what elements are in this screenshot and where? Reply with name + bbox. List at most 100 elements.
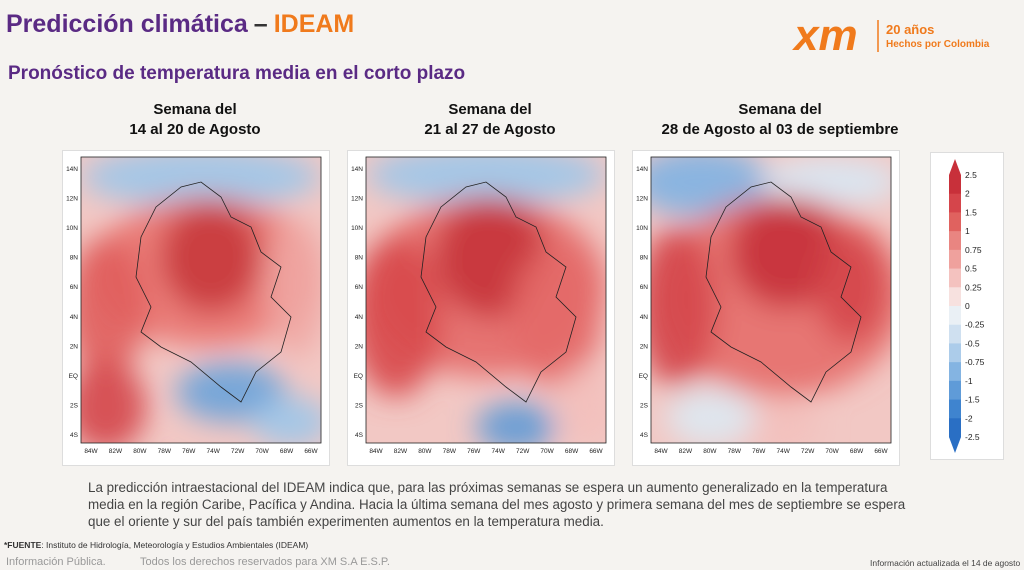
country-outline bbox=[135, 181, 292, 403]
map-title-line: 21 al 27 de Agosto bbox=[424, 121, 556, 138]
map-field bbox=[366, 157, 606, 443]
colorbar-segment bbox=[949, 193, 961, 213]
map-blob bbox=[476, 402, 556, 443]
lat-label: 2N bbox=[355, 343, 364, 350]
colorbar-segment bbox=[949, 343, 961, 363]
lat-label: 4N bbox=[70, 314, 79, 321]
title: Predicción climática – IDEAM bbox=[6, 10, 354, 39]
map-blob bbox=[651, 227, 716, 387]
lat-label: 8N bbox=[70, 255, 79, 262]
colorbar-label: 0.75 bbox=[965, 245, 982, 255]
lon-label: 82W bbox=[394, 448, 408, 455]
lon-label: 78W bbox=[158, 448, 172, 455]
lon-label: 80W bbox=[418, 448, 432, 455]
subtitle: Pronóstico de temperatura media en el co… bbox=[8, 63, 466, 84]
map-blob bbox=[816, 232, 886, 342]
lon-label: 66W bbox=[874, 448, 888, 455]
map-field bbox=[81, 157, 321, 443]
lon-label: 68W bbox=[565, 448, 579, 455]
colorbar-label: 0.5 bbox=[965, 264, 977, 274]
footer-left: Información Pública. bbox=[6, 556, 106, 568]
lon-label: 76W bbox=[182, 448, 196, 455]
lat-label: 12N bbox=[636, 196, 648, 203]
map-frame: 14N 12N 10N 8N 6N 4N 2N EQ 2S 4S 84W 82W 80W 78W 76W 74… bbox=[632, 150, 900, 466]
map-title: Semana del 28 de Agosto al 03 de septiemb… bbox=[630, 100, 930, 140]
lon-label: 74W bbox=[207, 448, 221, 455]
lat-label: 4S bbox=[355, 432, 364, 439]
colorbar: 2.5 2 1.5 1 0.75 0.5 0.25 0 -0.25 -0.5 -0.75 -1 -1.5… bbox=[930, 152, 1004, 460]
map-title: Semana del 14 al 20 de Agosto bbox=[45, 100, 345, 140]
map-title: Semana del 21 al 27 de Agosto bbox=[340, 100, 640, 140]
lat-label: 2S bbox=[640, 402, 649, 409]
lat-label: 8N bbox=[355, 255, 364, 262]
colorbar-label: 0.25 bbox=[965, 282, 982, 292]
lon-label: 72W bbox=[231, 448, 245, 455]
lon-label: 82W bbox=[679, 448, 693, 455]
colorbar-segment bbox=[949, 175, 961, 195]
lat-label: 4S bbox=[640, 432, 649, 439]
colorbar-label: -0.75 bbox=[965, 357, 985, 367]
colorbar-label: 0 bbox=[965, 301, 970, 311]
lon-label: 82W bbox=[109, 448, 123, 455]
colorbar-segment bbox=[949, 418, 961, 438]
map-blob bbox=[666, 387, 756, 443]
lon-label: 78W bbox=[443, 448, 457, 455]
map-frame: 14N 12N 10N 8N 6N 4N 2N EQ 2S 4S 84W 82W 80W 78W 76W 74… bbox=[347, 150, 615, 466]
lon-label: 68W bbox=[280, 448, 294, 455]
map-title-line: Semana del bbox=[448, 101, 532, 118]
title-dash: – bbox=[253, 10, 268, 38]
map-blob bbox=[731, 197, 841, 307]
lat-label: 2S bbox=[70, 402, 79, 409]
lat-label: 14N bbox=[636, 166, 648, 173]
colorbar-segment bbox=[949, 306, 961, 326]
lon-label: 84W bbox=[369, 448, 383, 455]
map-title-line: 28 de Agosto al 03 de septiembre bbox=[661, 121, 899, 138]
lat-label: 14N bbox=[66, 166, 78, 173]
lon-label: 78W bbox=[728, 448, 742, 455]
colorbar-label: -0.5 bbox=[965, 338, 980, 348]
title-main: Predicción climática bbox=[6, 10, 248, 38]
logo-tagline: Hechos por Colombia bbox=[886, 39, 990, 50]
lat-label: EQ bbox=[639, 373, 648, 380]
colorbar-label: 1 bbox=[965, 226, 970, 236]
lat-label: 10N bbox=[636, 225, 648, 232]
logo: xm 20 años Hechos por Colombia bbox=[792, 12, 990, 56]
map-border bbox=[365, 156, 607, 444]
lon-label: 84W bbox=[84, 448, 98, 455]
colorbar-segment bbox=[949, 380, 961, 401]
lon-label: 76W bbox=[752, 448, 766, 455]
colorbar-arrow-top bbox=[949, 159, 961, 175]
colorbar-segment bbox=[949, 399, 961, 419]
lon-label: 66W bbox=[589, 448, 603, 455]
map-blob bbox=[81, 362, 146, 443]
map-blob bbox=[161, 202, 261, 312]
lat-label: 8N bbox=[640, 255, 649, 262]
lon-label: 74W bbox=[492, 448, 506, 455]
source: *FUENTE: Instituto de Hidrología, Meteor… bbox=[4, 540, 308, 550]
map-blob bbox=[651, 157, 771, 217]
colorbar-label: -2 bbox=[965, 413, 973, 423]
colorbar-segment bbox=[949, 362, 961, 382]
map-blob bbox=[511, 247, 601, 387]
colorbar-segment bbox=[949, 287, 961, 307]
colorbar-label: 2 bbox=[965, 189, 970, 199]
lon-label: 76W bbox=[467, 448, 481, 455]
lon-label: 70W bbox=[540, 448, 554, 455]
colorbar-segment bbox=[949, 231, 961, 251]
lon-label: 84W bbox=[654, 448, 668, 455]
lat-label: 10N bbox=[66, 225, 78, 232]
country-outline bbox=[420, 181, 577, 403]
map-blob bbox=[266, 217, 321, 357]
map-blob bbox=[176, 362, 286, 422]
lat-label: 6N bbox=[640, 284, 649, 291]
title-accent: IDEAM bbox=[273, 10, 355, 38]
map-field bbox=[651, 157, 891, 443]
colorbar-label: -2.5 bbox=[965, 432, 980, 442]
colorbar-segment bbox=[949, 268, 961, 288]
map-blobs bbox=[651, 157, 891, 443]
footer-rights: Todos los derechos reservados para XM S.… bbox=[140, 556, 390, 568]
lat-label: 2N bbox=[70, 343, 79, 350]
colorbar-arrow-bottom bbox=[949, 437, 961, 453]
map-frame: 14N 12N 10N 8N 6N 4N 2N EQ 2S 4S 84W 82W 80W 78W 76W 74… bbox=[62, 150, 330, 466]
logo-brand: xm bbox=[792, 12, 858, 56]
